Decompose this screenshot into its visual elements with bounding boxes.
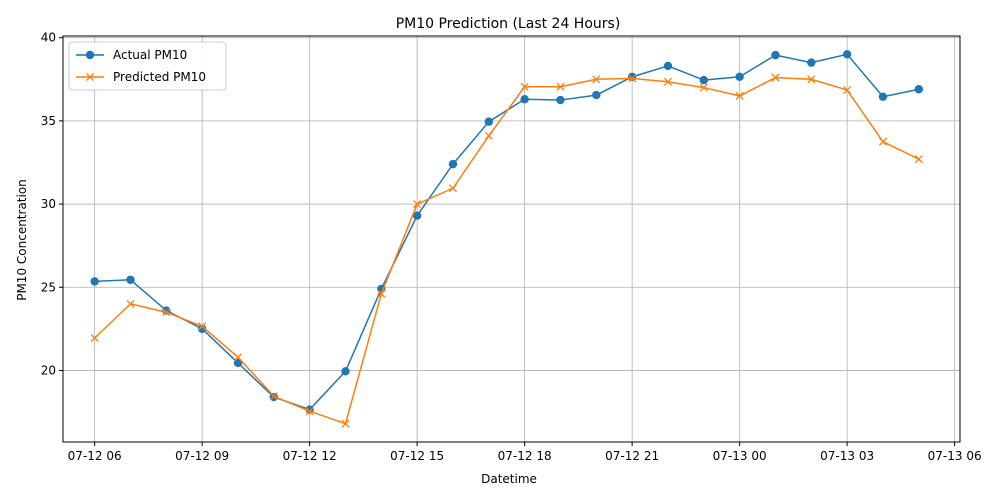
data-point (807, 58, 816, 67)
legend: Actual PM10 Predicted PM10 (68, 41, 227, 91)
grid-lines (63, 36, 960, 442)
data-point (162, 308, 171, 317)
y-tick-label: 40 (41, 31, 56, 45)
x-tick-label: 07-12 18 (498, 449, 552, 463)
legend-marker (85, 50, 95, 60)
plot-frame (62, 35, 961, 443)
legend-entry: Actual PM10 (76, 48, 187, 62)
data-point (90, 333, 99, 343)
data-point (878, 92, 888, 101)
data-point (592, 75, 601, 84)
x-tick-label: 07-12 12 (283, 449, 337, 463)
data-point (377, 289, 386, 298)
data-point (771, 50, 780, 60)
data-point (914, 155, 923, 164)
data-point (842, 50, 852, 59)
data-point (233, 353, 243, 362)
x-tick-label: 07-13 03 (820, 449, 874, 463)
data-point (807, 75, 816, 84)
legend-entry: Predicted PM10 (76, 70, 206, 84)
chart-title: PM10 Prediction (Last 24 Hours) (396, 16, 621, 32)
data-point (305, 407, 314, 416)
data-point (341, 419, 350, 428)
data-point (556, 95, 565, 105)
x-tick-label: 07-12 21 (605, 449, 659, 463)
data-point (627, 72, 637, 81)
series-layer (90, 50, 923, 428)
y-tick-label: 20 (41, 363, 56, 377)
x-tick-label: 07-13 06 (928, 449, 982, 463)
data-point (592, 90, 601, 100)
data-point (90, 277, 99, 286)
data-point (484, 117, 494, 126)
data-point (735, 72, 744, 81)
x-tick-label: 07-13 00 (713, 449, 767, 463)
legend-marker (85, 72, 95, 82)
data-point (126, 299, 135, 308)
series-actual (90, 50, 923, 414)
y-tick-label: 35 (41, 114, 56, 128)
data-point (878, 137, 888, 146)
data-point (556, 82, 565, 91)
x-axis-ticks: 07-12 06 07-12 09 07-12 12 07-12 15 07-12 18… (68, 442, 982, 463)
legend-box (68, 41, 227, 91)
x-axis-label: Datetime (481, 472, 537, 486)
data-point (735, 91, 744, 100)
data-point (198, 322, 207, 331)
x-tick-label: 07-12 09 (175, 449, 229, 463)
series-line (94, 53, 919, 411)
legend-label: Predicted PM10 (113, 70, 206, 84)
data-point (341, 367, 350, 376)
series-predicted (90, 73, 923, 428)
data-point (197, 324, 207, 334)
data-point (914, 85, 923, 94)
data-point (663, 77, 673, 86)
data-point (699, 75, 708, 85)
data-point (771, 73, 780, 82)
x-tick-label: 07-12 06 (68, 449, 122, 463)
data-point (520, 82, 529, 91)
y-axis-ticks: 20 25 30 35 40 (41, 31, 63, 377)
data-point (699, 83, 708, 92)
data-point (269, 392, 278, 401)
data-point (843, 86, 852, 95)
data-point (628, 74, 637, 83)
data-point (413, 199, 422, 209)
series-line (94, 76, 920, 425)
y-tick-label: 25 (41, 280, 56, 294)
y-axis-label: PM10 Concentration (15, 179, 29, 301)
data-point (520, 95, 529, 104)
y-tick-label: 30 (41, 197, 56, 211)
data-point (448, 159, 458, 169)
data-point (233, 358, 243, 368)
legend-label: Actual PM10 (113, 48, 187, 62)
x-tick-label: 07-12 15 (390, 449, 444, 463)
data-point (412, 211, 422, 220)
data-point (663, 61, 673, 71)
data-point (126, 275, 135, 284)
data-point (448, 184, 458, 193)
data-point (484, 131, 493, 140)
